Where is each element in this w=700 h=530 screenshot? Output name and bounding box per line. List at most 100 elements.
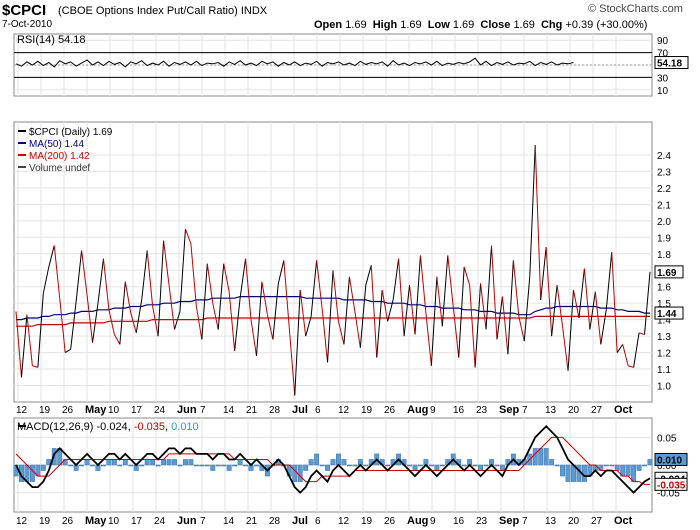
macd-histogram-bar xyxy=(232,464,238,467)
price-ytick-label: 1.5 xyxy=(657,299,671,310)
x-axis-label: Aug xyxy=(407,404,428,416)
price-ytick-label: 2.0 xyxy=(657,217,671,228)
price-ytick-label: 1.3 xyxy=(657,332,671,343)
price-segment xyxy=(223,263,230,292)
x-axis-label: 23 xyxy=(476,405,488,416)
price-segment xyxy=(572,289,580,319)
price-segment xyxy=(463,266,471,286)
macd-histogram-bar xyxy=(101,464,106,467)
macd-histogram-bar xyxy=(346,464,352,467)
price-segment xyxy=(348,276,356,312)
macd-legend-part: -0.024 xyxy=(96,421,127,433)
x-axis-label: 28 xyxy=(269,405,281,416)
x-axis-label: Jun xyxy=(177,404,197,416)
x-axis-label: Sep xyxy=(499,404,519,416)
price-segment xyxy=(496,296,503,340)
rsi-legend: RSI(14) 54.18 xyxy=(17,34,85,46)
price-segment xyxy=(124,281,132,314)
price-segment xyxy=(485,245,492,330)
price-segment xyxy=(64,348,71,354)
macd-histogram-bar xyxy=(341,459,347,466)
x-axis-label: 20 xyxy=(568,516,580,527)
macd-histogram-bar xyxy=(106,459,112,466)
price-segment xyxy=(409,285,416,335)
open-label: Open xyxy=(314,19,343,31)
macd-histogram-bar xyxy=(439,464,445,467)
price-segment xyxy=(633,332,640,368)
macd-histogram-bar xyxy=(363,464,369,467)
price-segment xyxy=(234,298,241,351)
macd-ytick-label: -0.05 xyxy=(657,489,680,500)
price-segment xyxy=(261,281,268,315)
price-segment xyxy=(146,250,154,307)
stockcharts-logo[interactable]: © StockCharts.com xyxy=(588,3,683,15)
macd-histogram-bar xyxy=(177,464,183,467)
price-segment xyxy=(474,283,482,368)
price-segment xyxy=(48,245,55,268)
macd-histogram-bar xyxy=(308,459,314,466)
macd-histogram-bar xyxy=(243,464,248,467)
price-ytick-label: 2.2 xyxy=(657,184,671,195)
x-axis-label: May xyxy=(85,515,107,527)
x-axis-label: 12 xyxy=(16,516,28,527)
price-segment xyxy=(255,281,263,356)
x-axis-label: 9 xyxy=(430,405,436,416)
price-segment xyxy=(376,289,383,358)
macd-histogram-bar xyxy=(292,464,298,482)
price-segment xyxy=(108,309,115,335)
macd-histogram-bar xyxy=(499,464,505,471)
macd-histogram-bar xyxy=(412,464,418,471)
price-segment xyxy=(392,258,400,300)
ticker-symbol: $CPCI xyxy=(2,2,47,19)
macd-histogram-bar xyxy=(166,459,172,466)
x-axis-label: 14 xyxy=(223,516,235,527)
price-segment xyxy=(113,334,121,345)
macd-histogram-bar xyxy=(111,459,117,466)
price-segment xyxy=(81,250,88,296)
macd-histogram-bar xyxy=(565,464,571,482)
ohlc-summary: Open 1.69 High 1.69 Low 1.69 Close 1.69 … xyxy=(314,19,647,31)
macd-histogram-bar xyxy=(532,448,538,466)
price-ytick-label: 2.3 xyxy=(657,167,671,178)
price-segment xyxy=(627,365,634,368)
price-segment xyxy=(190,243,197,307)
macd-histogram-bar xyxy=(188,459,194,466)
price-segment xyxy=(562,326,569,371)
price-segment xyxy=(359,285,367,348)
instrument-name: (CBOE Options Index Put/Call Ratio) INDX xyxy=(58,5,267,17)
price-ytick-label: 1.2 xyxy=(657,349,671,360)
macd-histogram-bar xyxy=(554,464,560,467)
rsi-ytick-label: 90 xyxy=(657,36,669,47)
price-segment xyxy=(540,247,547,300)
high-value: 1.69 xyxy=(400,19,422,31)
price-segment xyxy=(179,229,186,312)
price-segment xyxy=(32,365,39,368)
price-segment xyxy=(343,276,350,345)
price-segment xyxy=(556,284,564,327)
price-segment xyxy=(551,285,558,337)
price-segment xyxy=(299,289,307,337)
macd-histogram-bar xyxy=(215,464,221,467)
price-segment xyxy=(534,145,542,300)
x-axis-label: 7 xyxy=(522,405,528,416)
x-axis-label: Jul xyxy=(292,404,308,416)
macd-histogram-bar xyxy=(226,464,232,471)
x-axis-label: 23 xyxy=(476,516,488,527)
macd-histogram-bar xyxy=(418,464,423,467)
x-axis-label: 28 xyxy=(269,516,281,527)
price-segment xyxy=(583,268,591,330)
price-segment xyxy=(321,308,329,363)
price-segment xyxy=(59,298,66,353)
price-segment xyxy=(605,252,613,310)
price-segment xyxy=(168,284,175,330)
price-segment xyxy=(545,247,553,337)
macd-signal-last-value: -0.035 xyxy=(657,480,686,491)
price-segment xyxy=(228,291,236,351)
macd-histogram-bar xyxy=(193,464,199,467)
price-segment xyxy=(316,260,323,309)
price-segment xyxy=(26,314,33,366)
x-axis-label: 13 xyxy=(545,516,557,527)
x-axis-label: 21 xyxy=(246,405,258,416)
price-segment xyxy=(469,285,476,368)
